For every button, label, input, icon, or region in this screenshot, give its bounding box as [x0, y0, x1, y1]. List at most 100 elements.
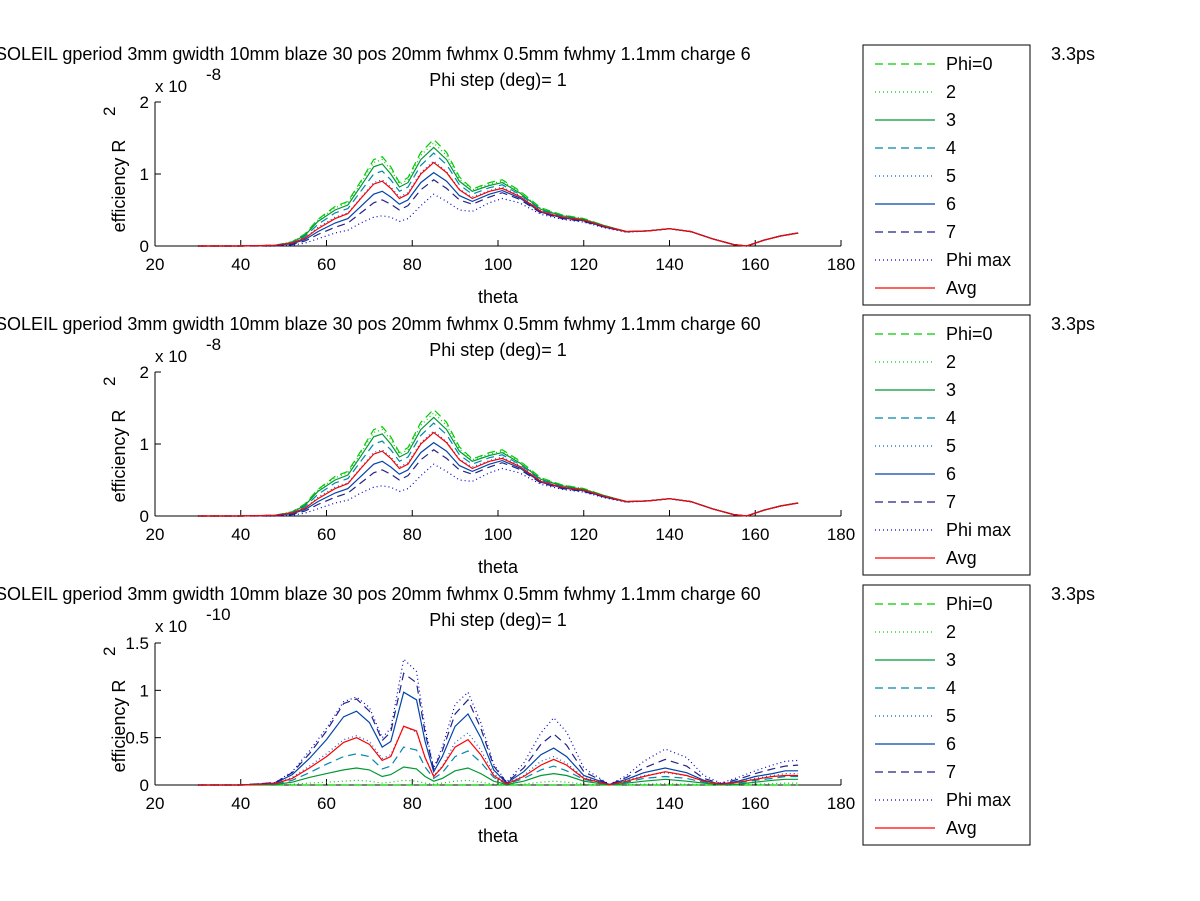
y-multiplier-base: x 10 — [155, 617, 187, 636]
y-axis-label-superscript: 2 — [100, 377, 119, 386]
x-axis-label: theta — [478, 287, 519, 307]
legend-label-4: 4 — [946, 408, 956, 428]
y-multiplier-exponent: -8 — [206, 65, 221, 84]
legend: Phi=0 2 3 4 5 6 7 Phi max Avg — [862, 584, 1031, 846]
y-axis-label-group: efficiency R 2 — [100, 377, 129, 503]
series-line-9 — [197, 431, 799, 517]
chart-title: SOLEIL gperiod 3mm gwidth 10mm blaze 30 … — [0, 584, 761, 604]
x-tick-label: 160 — [741, 794, 769, 813]
x-tick-label: 80 — [403, 525, 422, 544]
series-line-8 — [197, 657, 799, 786]
x-tick-label: 180 — [827, 794, 855, 813]
x-tick-label: 180 — [827, 255, 855, 274]
x-axis-label: theta — [478, 826, 519, 846]
legend-label-3: 3 — [946, 380, 956, 400]
legend-label-6: 6 — [946, 734, 956, 754]
chart-panel-2: SOLEIL gperiod 3mm gwidth 10mm blaze 30 … — [0, 314, 1095, 577]
y-multiplier-exponent: -8 — [206, 335, 221, 354]
legend-label-2: 2 — [946, 352, 956, 372]
legend-label-5: 5 — [946, 436, 956, 456]
series-line-9 — [197, 725, 799, 786]
series-line-1 — [197, 408, 799, 517]
y-tick-label: 0 — [140, 776, 149, 795]
x-tick-label: 60 — [317, 794, 336, 813]
chart-title: SOLEIL gperiod 3mm gwidth 10mm blaze 30 … — [0, 44, 751, 64]
series-line-3 — [197, 146, 799, 247]
chart-title-suffix: 3.3ps — [1051, 314, 1095, 334]
x-tick-label: 100 — [484, 255, 512, 274]
y-tick-label: 0 — [140, 507, 149, 526]
series-line-4 — [197, 152, 799, 247]
series-line-8 — [197, 463, 799, 517]
legend-label-8: Phi max — [946, 520, 1011, 540]
legend-label-5: 5 — [946, 706, 956, 726]
legend-label-4: 4 — [946, 678, 956, 698]
chart-panel-1: SOLEIL gperiod 3mm gwidth 10mm blaze 30 … — [0, 44, 1095, 307]
legend-label-2: 2 — [946, 82, 956, 102]
series-line-9 — [197, 161, 799, 247]
x-tick-label: 80 — [403, 794, 422, 813]
legend-label-7: 7 — [946, 762, 956, 782]
legend-box — [862, 44, 1031, 306]
y-tick-label: 1 — [140, 165, 149, 184]
y-tick-label: 0 — [140, 237, 149, 256]
x-tick-label: 40 — [231, 255, 250, 274]
y-axis-label: efficiency R — [109, 140, 129, 233]
series-line-4 — [197, 422, 799, 517]
legend-box — [862, 314, 1031, 576]
legend-label-3: 3 — [946, 650, 956, 670]
y-multiplier-base: x 10 — [155, 347, 187, 366]
x-tick-label: 20 — [146, 255, 165, 274]
x-tick-label: 160 — [741, 525, 769, 544]
series-line-2 — [197, 779, 799, 786]
x-tick-label: 180 — [827, 525, 855, 544]
series-line-8 — [197, 193, 799, 247]
legend-label-7: 7 — [946, 492, 956, 512]
chart-subtitle: Phi step (deg)= 1 — [429, 610, 567, 630]
legend-label-1: Phi=0 — [946, 594, 993, 614]
series-line-2 — [197, 412, 799, 517]
y-multiplier-base: x 10 — [155, 77, 187, 96]
series-line-5 — [197, 725, 799, 786]
legend-label-6: 6 — [946, 464, 956, 484]
chart-subtitle: Phi step (deg)= 1 — [429, 70, 567, 90]
series-line-5 — [197, 160, 799, 247]
series-line-5 — [197, 430, 799, 517]
x-axis-label: theta — [478, 557, 519, 577]
x-tick-label: 80 — [403, 255, 422, 274]
y-axis-label-superscript: 2 — [100, 647, 119, 656]
y-tick-label: 0.5 — [125, 729, 149, 748]
x-tick-label: 120 — [570, 255, 598, 274]
legend-box — [862, 584, 1031, 846]
x-tick-label: 100 — [484, 525, 512, 544]
legend-label-8: Phi max — [946, 250, 1011, 270]
legend-label-8: Phi max — [946, 790, 1011, 810]
x-tick-label: 40 — [231, 525, 250, 544]
legend-label-5: 5 — [946, 166, 956, 186]
legend-label-6: 6 — [946, 194, 956, 214]
series-line-6 — [197, 691, 799, 786]
series-line-4 — [197, 746, 799, 786]
y-axis-label-superscript: 2 — [100, 107, 119, 116]
legend: Phi=0 2 3 4 5 6 7 Phi max Avg — [862, 44, 1031, 306]
x-tick-label: 20 — [146, 794, 165, 813]
x-tick-label: 60 — [317, 255, 336, 274]
legend-label-1: Phi=0 — [946, 54, 993, 74]
legend-label-4: 4 — [946, 138, 956, 158]
y-multiplier-exponent: -10 — [206, 605, 231, 624]
legend-label-9: Avg — [946, 818, 977, 838]
y-tick-label: 2 — [140, 93, 149, 112]
x-tick-label: 160 — [741, 255, 769, 274]
legend-label-3: 3 — [946, 110, 956, 130]
y-tick-label: 1 — [140, 681, 149, 700]
x-tick-label: 140 — [655, 525, 683, 544]
x-tick-label: 60 — [317, 525, 336, 544]
legend-label-7: 7 — [946, 222, 956, 242]
series-line-3 — [197, 416, 799, 517]
y-tick-label: 1 — [140, 435, 149, 454]
series-line-7 — [197, 672, 799, 786]
legend-label-2: 2 — [946, 622, 956, 642]
y-tick-label: 1.5 — [125, 634, 149, 653]
chart-panel-3: SOLEIL gperiod 3mm gwidth 10mm blaze 30 … — [0, 584, 1095, 846]
